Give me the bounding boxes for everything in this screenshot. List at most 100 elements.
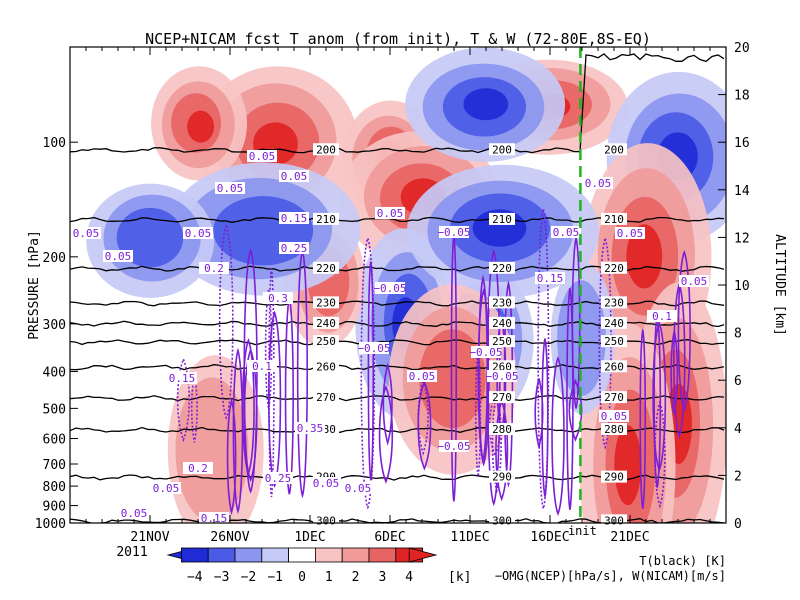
anomaly-shade (187, 110, 215, 143)
contour-label-bg (489, 212, 515, 225)
vertical-velocity-contour (367, 261, 375, 481)
y-axis-altitude: 0 2 4 6 8 10 12 14 16 18 20 (718, 41, 750, 532)
velocity-label-bg (183, 227, 213, 239)
velocity-label-bg (551, 226, 581, 238)
y-tick-label: 200 (43, 251, 66, 266)
colorbar-swatch (288, 547, 316, 563)
colorbar-arrow-high (408, 547, 438, 563)
colorbar-swatch (314, 547, 343, 563)
contour-label-bg (313, 316, 339, 329)
colorbar-swatch (368, 547, 397, 563)
vertical-velocity-contour (284, 297, 294, 495)
vertical-velocity-label: 0.25 (281, 242, 308, 255)
contour-label-bg (313, 296, 339, 309)
vertical-velocity-contour (243, 347, 258, 483)
colorbar-swatch (261, 547, 289, 563)
contour-label-bg (601, 391, 627, 404)
y2-tick-label: 2 (734, 469, 742, 484)
y-tick-label: 500 (43, 402, 66, 417)
anomaly-shade (116, 207, 184, 268)
y2-tick-label: 12 (734, 231, 750, 246)
vertical-velocity-label: 0.05 (153, 482, 180, 495)
velocity-label-bg (199, 512, 229, 524)
velocity-label-bg (615, 227, 645, 239)
vertical-velocity-contour (268, 268, 275, 498)
vertical-velocity-contour (243, 248, 258, 494)
vertical-velocity-contour (226, 397, 237, 516)
velocity-label-bg (599, 410, 629, 422)
contour-label-bg (489, 316, 515, 329)
temperature-contour-label: 210 (492, 213, 512, 226)
contour-label-bg (313, 335, 339, 348)
vertical-velocity-contour (378, 384, 394, 484)
colorbar-swatch (207, 547, 236, 563)
contour-label-bg (313, 261, 339, 274)
temperature-contour-line (70, 53, 725, 154)
vertical-velocity-contour (639, 329, 647, 509)
velocity-label-bg (279, 170, 309, 182)
temperature-contour-label: 230 (604, 296, 624, 309)
vertical-velocity-label: 0.25 (265, 472, 292, 485)
velocity-label-bg (279, 242, 309, 254)
velocity-label-bg (311, 477, 341, 489)
x-tick-label: 11DEC (450, 530, 489, 545)
colorbar-tick-label: −4 (187, 570, 203, 585)
colorbar-swatch (234, 547, 263, 563)
velocity-label-bg (295, 422, 325, 434)
colorbar-swatch (180, 547, 209, 563)
temperature-contour-label: 250 (604, 335, 624, 348)
velocity-label-bg (535, 272, 565, 284)
vertical-velocity-contour (474, 349, 482, 477)
temperature-contour-label: 270 (316, 391, 336, 404)
legend-temperature: T(black) [K] (639, 554, 726, 568)
contour-label-bg (489, 391, 515, 404)
x-tick-label: 1DEC (294, 530, 325, 545)
velocity-label-bg (279, 212, 309, 224)
y2-tick-label: 16 (734, 136, 750, 151)
y2-tick-label: 14 (734, 184, 750, 199)
y-axis-title: PRESSURE [hPa] (27, 230, 42, 340)
vertical-velocity-contour (534, 378, 544, 448)
y2-tick-label: 4 (734, 422, 742, 437)
contour-label-bg (489, 261, 515, 274)
y-tick-label: 400 (43, 365, 66, 380)
vertical-velocity-contour (541, 338, 549, 497)
chart-title: NCEP+NICAM_fcst T_anom (from init), T & … (145, 30, 651, 48)
velocity-label-bg (487, 370, 517, 382)
contour-label-bg (489, 335, 515, 348)
y-tick-label: 1000 (35, 517, 66, 532)
velocity-label-bg (103, 250, 133, 262)
velocity-label-bg (263, 292, 293, 304)
contour-label-bg (601, 423, 627, 436)
colorbar: −4 −3 −2 −1 0 1 2 3 4 (166, 547, 438, 585)
temperature-contour-label: 240 (492, 317, 512, 330)
temperature-contour-label: 250 (316, 335, 336, 348)
anomaly-shade (614, 425, 642, 506)
vertical-velocity-label: 0.15 (537, 272, 564, 285)
anomaly-shade (463, 88, 509, 121)
contour-label-bg (601, 316, 627, 329)
vertical-velocity-label: 0.05 (601, 410, 628, 423)
temperature-contour-label: 270 (604, 391, 624, 404)
temperature-contour-label: 250 (492, 335, 512, 348)
init-label: init (568, 524, 597, 538)
vertical-velocity-contour (551, 355, 565, 517)
vertical-velocity-label: 0.05 (409, 370, 436, 383)
y2-tick-label: 0 (734, 517, 742, 532)
vertical-velocity-label: 0.05 (281, 170, 308, 183)
temperature-contour-label: 210 (316, 213, 336, 226)
colorbar-tick-label: 0 (298, 570, 306, 585)
velocity-label-bg (407, 370, 437, 382)
y-tick-label: 300 (43, 318, 66, 333)
temperature-contour-label: 220 (316, 262, 336, 275)
vertical-velocity-label: 0.05 (313, 477, 340, 490)
contour-label-bg (601, 296, 627, 309)
year-label: 2011 (116, 545, 147, 560)
y2-tick-label: 6 (734, 374, 742, 389)
contour-label-bg (489, 423, 515, 436)
velocity-label-bg (375, 282, 405, 294)
anomaly-shade (626, 224, 663, 289)
vertical-velocity-contour (673, 282, 686, 439)
contour-label-bg (313, 212, 339, 225)
contour-label-bg (313, 143, 339, 156)
